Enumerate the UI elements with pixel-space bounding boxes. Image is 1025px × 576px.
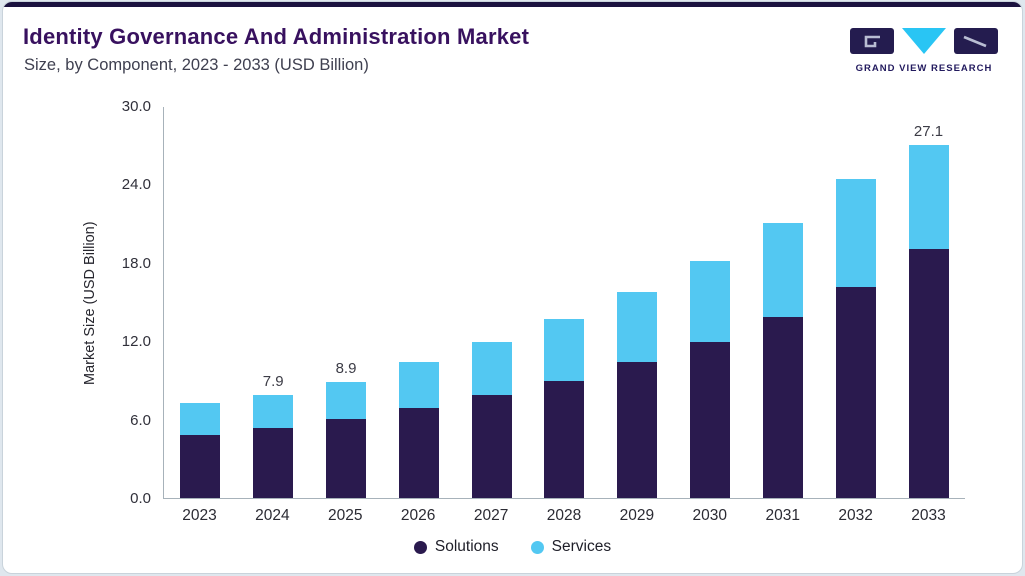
- bar-segment-services: [835, 178, 876, 287]
- top-accent-bar: [3, 2, 1022, 7]
- x-tick-label: 2032: [838, 507, 873, 524]
- x-tick-label: 2027: [473, 507, 509, 524]
- page-subtitle: Size, by Component, 2023 - 2033 (USD Bil…: [24, 56, 369, 74]
- bar-group-2023: [164, 107, 237, 498]
- bar-group-2027: [455, 107, 528, 498]
- x-tick-label: 2029: [619, 507, 655, 524]
- y-tick-label: 30.0: [121, 98, 151, 115]
- bar-segment-services: [908, 144, 949, 250]
- bar-segment-services: [762, 223, 803, 317]
- bar-segment-solutions: [690, 341, 731, 498]
- bar-segment-solutions: [908, 249, 949, 498]
- bar-segment-solutions: [471, 395, 512, 498]
- logo-v-triangle: [902, 28, 946, 54]
- logo-r-glyph: [963, 35, 987, 48]
- bar-segment-solutions: [544, 380, 585, 498]
- bar-total-label: 27.1: [913, 122, 944, 140]
- legend-label: Services: [551, 538, 612, 555]
- bar-segment-services: [690, 260, 731, 342]
- bar-segment-solutions: [180, 435, 221, 498]
- bar-segment-services: [253, 395, 294, 428]
- x-tick-label: 2033: [911, 507, 946, 524]
- bar-segment-services: [398, 362, 439, 409]
- logo-g-block: [850, 28, 894, 54]
- bar-segment-services: [544, 319, 585, 381]
- y-tick-label: 24.0: [121, 176, 151, 194]
- bar-segment-solutions: [253, 427, 294, 498]
- bar-segment-services: [326, 382, 367, 419]
- bar-group-2028: [528, 107, 601, 498]
- bar-total-label: 7.9: [262, 373, 284, 391]
- bar-group-2033: 27.1: [892, 107, 965, 498]
- bar-group-2029: [601, 107, 674, 498]
- bar-segment-solutions: [398, 408, 439, 498]
- bar-total-label: 8.9: [335, 360, 357, 378]
- x-tick-label: 2023: [182, 507, 217, 524]
- y-tick-label: 18.0: [121, 254, 151, 272]
- bar-group-2024: 7.9: [237, 107, 310, 498]
- bar-group-2030: [674, 107, 747, 498]
- logo-g-glyph: [864, 35, 880, 48]
- y-tick-label: 6.0: [130, 411, 151, 429]
- bar-group-2025: 8.9: [310, 107, 383, 498]
- x-axis-labels: 2023 2024 2025 2026 2027 2028 2029 2030 2031 2032…: [163, 507, 965, 525]
- legend-swatch: [530, 540, 544, 554]
- grand-view-research-logo: GRAND VIEW RESEARCH: [850, 28, 998, 74]
- legend-item-solutions: Solutions: [413, 538, 499, 556]
- x-tick-label: 2031: [765, 507, 800, 524]
- x-tick-label: 2028: [546, 507, 582, 524]
- legend-item-services: Services: [530, 538, 612, 556]
- bar-segment-solutions: [835, 286, 876, 498]
- bar-segment-solutions: [326, 418, 367, 498]
- bar-segment-solutions: [617, 362, 658, 498]
- y-tick-label: 12.0: [121, 333, 151, 351]
- legend: Solutions Services: [3, 538, 1022, 556]
- legend-label: Solutions: [434, 538, 499, 555]
- x-tick-label: 2025: [328, 507, 363, 524]
- plot-area: 7.9 8.9 27.1: [163, 107, 965, 499]
- brand-name: GRAND VIEW RESEARCH: [855, 63, 993, 74]
- bar-group-2031: [747, 107, 820, 498]
- logo-marks-icon: [850, 28, 998, 54]
- bar-segment-services: [617, 292, 658, 363]
- bar-segment-solutions: [762, 316, 803, 498]
- bar-segment-services: [471, 341, 512, 396]
- page-title: Identity Governance And Administration M…: [23, 24, 530, 49]
- x-tick-label: 2024: [255, 507, 290, 524]
- bar-segment-services: [180, 402, 221, 436]
- y-tick-label: 0.0: [130, 489, 151, 507]
- bar-group-2032: [819, 107, 892, 498]
- y-axis-ticks: 30.0 24.0 18.0 12.0 6.0 0.0: [93, 98, 151, 508]
- x-tick-label: 2030: [692, 507, 728, 524]
- stacked-bar-chart: Market Size (USD Billion) 30.0 24.0 18.0 12…: [3, 2, 1022, 573]
- x-tick-label: 2026: [400, 507, 436, 524]
- legend-swatch: [413, 540, 427, 554]
- bar-group-2026: [382, 107, 455, 498]
